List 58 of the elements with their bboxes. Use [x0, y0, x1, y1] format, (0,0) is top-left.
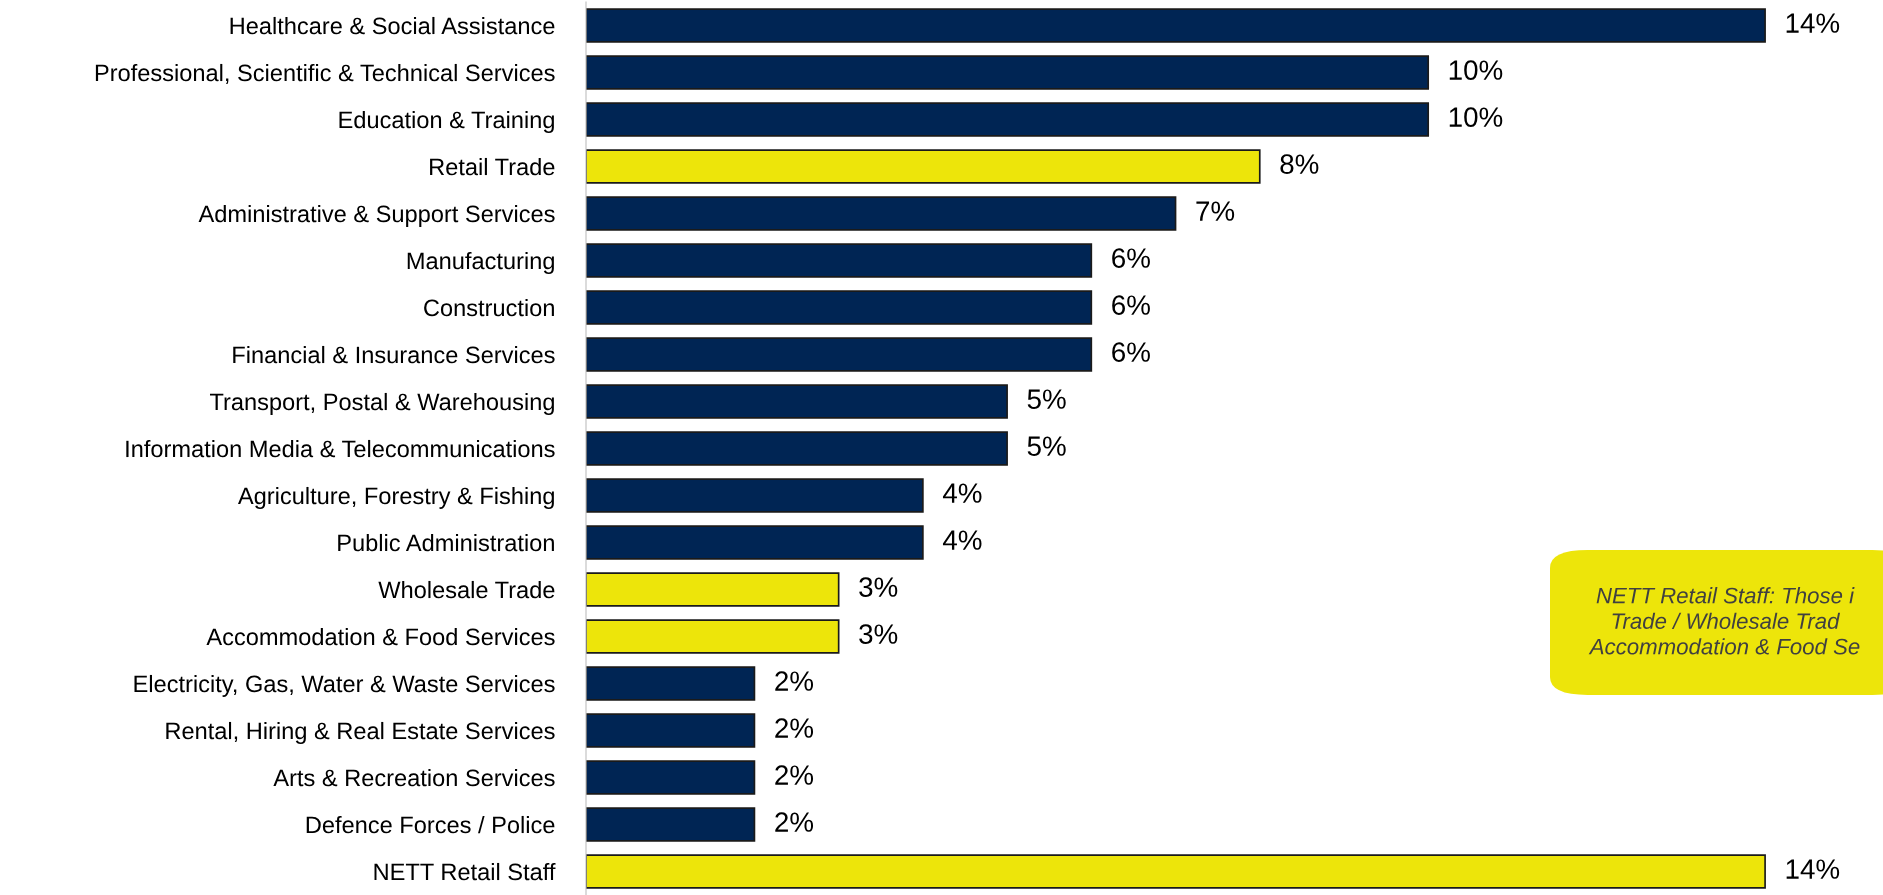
bar [586, 196, 1177, 231]
bar [586, 478, 924, 513]
bar [586, 854, 1766, 889]
bar [586, 337, 1093, 372]
bar [586, 807, 756, 842]
data-label: 2% [775, 765, 814, 785]
data-label: 3% [859, 624, 898, 644]
bar [586, 713, 756, 748]
data-label: 4% [942, 483, 982, 503]
y-tick-label: Wholesale Trade [378, 580, 555, 599]
y-tick-label: Retail Trade [430, 157, 555, 176]
y-tick-label: NETT Retail Staff [374, 862, 556, 881]
bar [586, 760, 756, 795]
y-tick-label: Accommodation & Food Services [206, 627, 555, 646]
bar [586, 243, 1093, 278]
bar [586, 8, 1766, 43]
bar [586, 525, 924, 560]
data-label: 4% [942, 530, 982, 550]
data-label: 6% [1112, 248, 1150, 268]
data-label: 10% [1449, 60, 1503, 80]
bar [586, 572, 840, 607]
bar [586, 431, 1008, 466]
data-label: 2% [775, 718, 814, 738]
y-tick-label: Professional, Scientific & Technical Services [95, 63, 555, 85]
y-tick-label: Agriculture, Forestry & Fishing [237, 486, 554, 509]
bar [586, 384, 1008, 419]
bar [586, 102, 1430, 137]
y-tick-label: Healthcare & Social Assistance [230, 16, 555, 35]
data-label: 7% [1196, 201, 1235, 221]
data-label: 5% [1027, 436, 1066, 456]
y-tick-label: Education & Training [339, 110, 554, 133]
data-label: 10% [1449, 107, 1503, 127]
y-tick-label: Defence Forces / Police [306, 815, 555, 834]
y-tick-label: Manufacturing [407, 251, 554, 274]
data-label: 14% [1786, 859, 1840, 879]
bar [586, 55, 1430, 90]
data-label: 14% [1786, 13, 1840, 33]
y-tick-label: Financial & Insurance Services [233, 345, 555, 364]
y-tick-label: Electricity, Gas, Water & Waste Services [134, 674, 555, 697]
data-label: 3% [859, 577, 898, 597]
annotation: NETT Retail Staff: Those i Trade / Wholesale Trad Accommodation & Food Se [1588, 587, 1860, 655]
y-tick-label: Transport, Postal & Warehousing [210, 392, 554, 415]
y-tick-label: Rental, Hiring & Real Estate Services [166, 721, 555, 744]
data-label: 2% [775, 812, 814, 832]
y-tick-label: Administrative & Support Services [198, 204, 555, 227]
bar [586, 619, 840, 654]
data-label: 6% [1112, 295, 1150, 315]
data-label: 5% [1027, 389, 1066, 409]
y-tick-label: Construction [424, 298, 554, 317]
data-label: 8% [1280, 154, 1319, 174]
y-tick-label: Arts & Recreation Services [273, 768, 555, 787]
data-label: 2% [775, 671, 814, 691]
data-label: 6% [1112, 342, 1150, 362]
bar [586, 149, 1261, 184]
y-tick-label: Public Administration [338, 533, 554, 552]
y-tick-label: Information Media & Telecommunications [126, 439, 555, 458]
bar [586, 666, 756, 701]
bar [586, 290, 1093, 325]
